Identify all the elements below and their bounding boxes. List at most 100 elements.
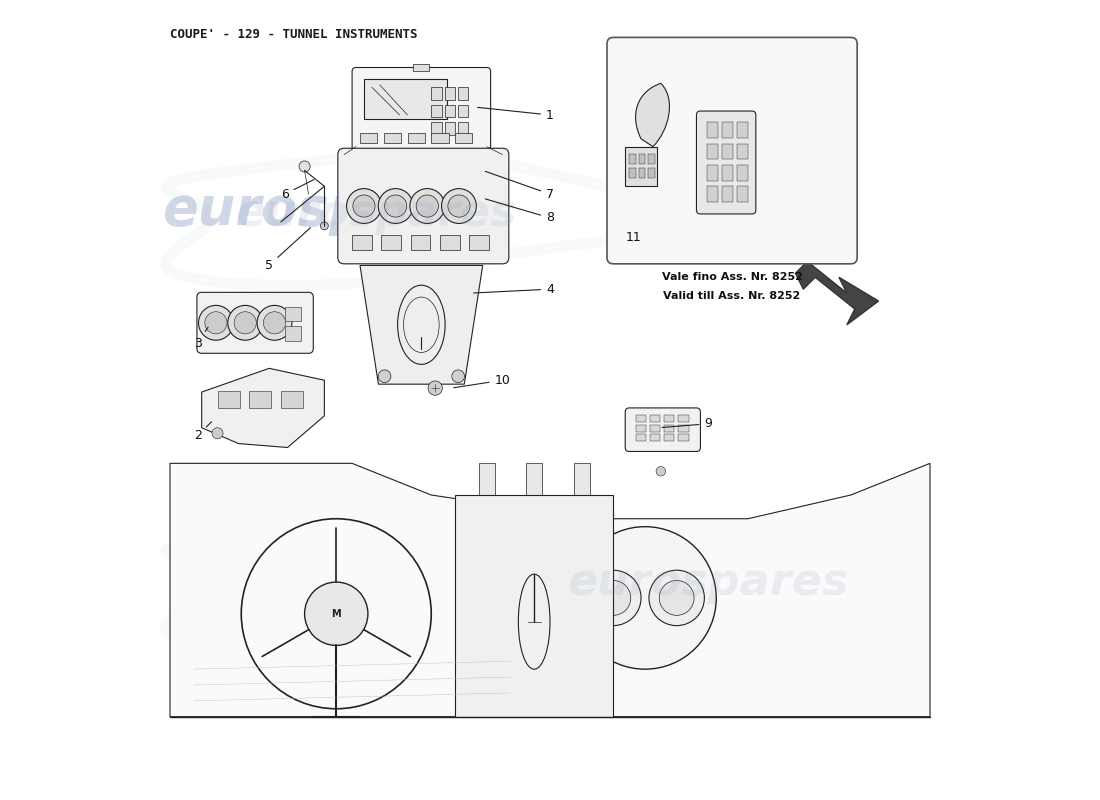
Circle shape: [596, 581, 630, 615]
Circle shape: [441, 189, 476, 223]
Bar: [280, 390, 302, 408]
Bar: [455, 134, 472, 142]
Bar: [360, 134, 377, 142]
Circle shape: [385, 195, 407, 217]
Bar: [664, 425, 674, 432]
Bar: [722, 122, 733, 138]
Bar: [648, 168, 654, 178]
Polygon shape: [170, 463, 929, 717]
Bar: [444, 122, 455, 134]
Circle shape: [198, 306, 233, 340]
Bar: [410, 235, 430, 250]
Polygon shape: [360, 266, 483, 384]
Bar: [737, 143, 748, 159]
Bar: [478, 463, 495, 495]
Bar: [250, 390, 272, 408]
FancyBboxPatch shape: [352, 67, 491, 150]
Text: 9: 9: [662, 418, 713, 430]
Bar: [706, 186, 718, 202]
Bar: [285, 326, 300, 341]
Polygon shape: [201, 368, 324, 447]
Bar: [414, 63, 429, 71]
Text: 6: 6: [280, 179, 314, 201]
Circle shape: [659, 581, 694, 615]
Text: eurospares: eurospares: [558, 572, 891, 624]
Bar: [722, 186, 733, 202]
FancyBboxPatch shape: [197, 292, 314, 354]
Bar: [444, 87, 455, 100]
Bar: [431, 105, 441, 118]
Circle shape: [649, 570, 704, 626]
Bar: [679, 434, 689, 441]
Bar: [431, 122, 441, 134]
Bar: [706, 122, 718, 138]
Bar: [722, 165, 733, 181]
Bar: [639, 154, 645, 164]
Circle shape: [452, 370, 464, 382]
Text: 4: 4: [474, 282, 554, 296]
Circle shape: [320, 222, 328, 230]
Bar: [444, 105, 455, 118]
Text: 5: 5: [265, 228, 310, 272]
Bar: [440, 235, 460, 250]
Bar: [629, 154, 636, 164]
Bar: [722, 143, 733, 159]
Bar: [431, 87, 441, 100]
Circle shape: [212, 428, 223, 438]
Bar: [285, 306, 300, 321]
Circle shape: [656, 466, 666, 476]
Text: 11: 11: [625, 231, 641, 244]
Circle shape: [346, 189, 382, 223]
Text: 7: 7: [485, 171, 554, 201]
Bar: [650, 415, 660, 422]
Bar: [636, 434, 646, 441]
Bar: [737, 122, 748, 138]
Circle shape: [305, 582, 367, 646]
Bar: [459, 87, 469, 100]
Text: eurospares: eurospares: [568, 561, 849, 603]
Bar: [639, 168, 645, 178]
Bar: [629, 168, 636, 178]
FancyBboxPatch shape: [338, 148, 509, 264]
Text: 1: 1: [477, 107, 554, 122]
Text: eurospares: eurospares: [162, 184, 495, 236]
Circle shape: [257, 306, 292, 340]
Circle shape: [410, 189, 444, 223]
Bar: [679, 425, 689, 432]
Circle shape: [428, 381, 442, 395]
Circle shape: [234, 312, 256, 334]
Text: 3: 3: [194, 327, 208, 350]
Circle shape: [378, 370, 390, 382]
Bar: [382, 235, 402, 250]
FancyBboxPatch shape: [607, 38, 857, 264]
Circle shape: [228, 306, 263, 340]
Bar: [664, 415, 674, 422]
Bar: [218, 390, 240, 408]
Circle shape: [585, 570, 641, 626]
Bar: [526, 463, 542, 495]
Circle shape: [205, 312, 227, 334]
Text: 2: 2: [194, 422, 211, 442]
Text: Vale fino Ass. Nr. 8252: Vale fino Ass. Nr. 8252: [661, 272, 803, 282]
Bar: [625, 146, 657, 186]
Text: eurospares: eurospares: [235, 193, 517, 235]
Text: 10: 10: [454, 374, 510, 388]
Bar: [650, 434, 660, 441]
Bar: [664, 434, 674, 441]
Bar: [648, 154, 654, 164]
Circle shape: [299, 161, 310, 172]
Bar: [470, 235, 490, 250]
Bar: [407, 134, 425, 142]
Bar: [455, 495, 614, 717]
Circle shape: [353, 195, 375, 217]
Bar: [574, 463, 590, 495]
Bar: [636, 415, 646, 422]
Bar: [459, 122, 469, 134]
FancyBboxPatch shape: [625, 408, 701, 451]
Bar: [431, 134, 449, 142]
Text: 8: 8: [485, 199, 554, 225]
Bar: [636, 425, 646, 432]
Bar: [679, 415, 689, 422]
Bar: [352, 235, 372, 250]
Bar: [459, 105, 469, 118]
